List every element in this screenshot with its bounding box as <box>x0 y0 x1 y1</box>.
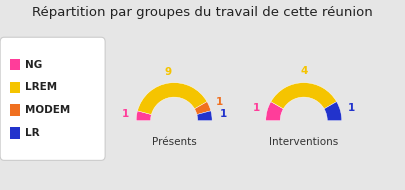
Text: 1: 1 <box>122 109 129 119</box>
FancyBboxPatch shape <box>0 37 105 160</box>
Bar <box>10 82 19 93</box>
Text: 1: 1 <box>216 97 224 107</box>
Text: 9: 9 <box>164 67 171 77</box>
Bar <box>10 59 19 70</box>
Text: Interventions: Interventions <box>269 137 338 146</box>
Bar <box>10 127 19 139</box>
Text: Répartition par groupes du travail de cette réunion: Répartition par groupes du travail de ce… <box>32 6 373 19</box>
Text: NG: NG <box>26 60 43 70</box>
Text: 1: 1 <box>220 109 227 119</box>
Wedge shape <box>194 102 211 115</box>
Wedge shape <box>136 111 151 121</box>
Text: LREM: LREM <box>26 82 58 92</box>
Wedge shape <box>137 83 207 115</box>
Wedge shape <box>324 102 342 121</box>
Text: 4: 4 <box>300 66 307 76</box>
Bar <box>10 105 19 116</box>
Wedge shape <box>271 83 337 109</box>
Text: 1: 1 <box>348 103 355 113</box>
Text: MODEM: MODEM <box>26 105 71 115</box>
Text: Présents: Présents <box>152 137 196 146</box>
Wedge shape <box>266 102 284 121</box>
Wedge shape <box>197 111 212 121</box>
Text: 1: 1 <box>252 103 260 113</box>
Text: LR: LR <box>26 128 40 138</box>
